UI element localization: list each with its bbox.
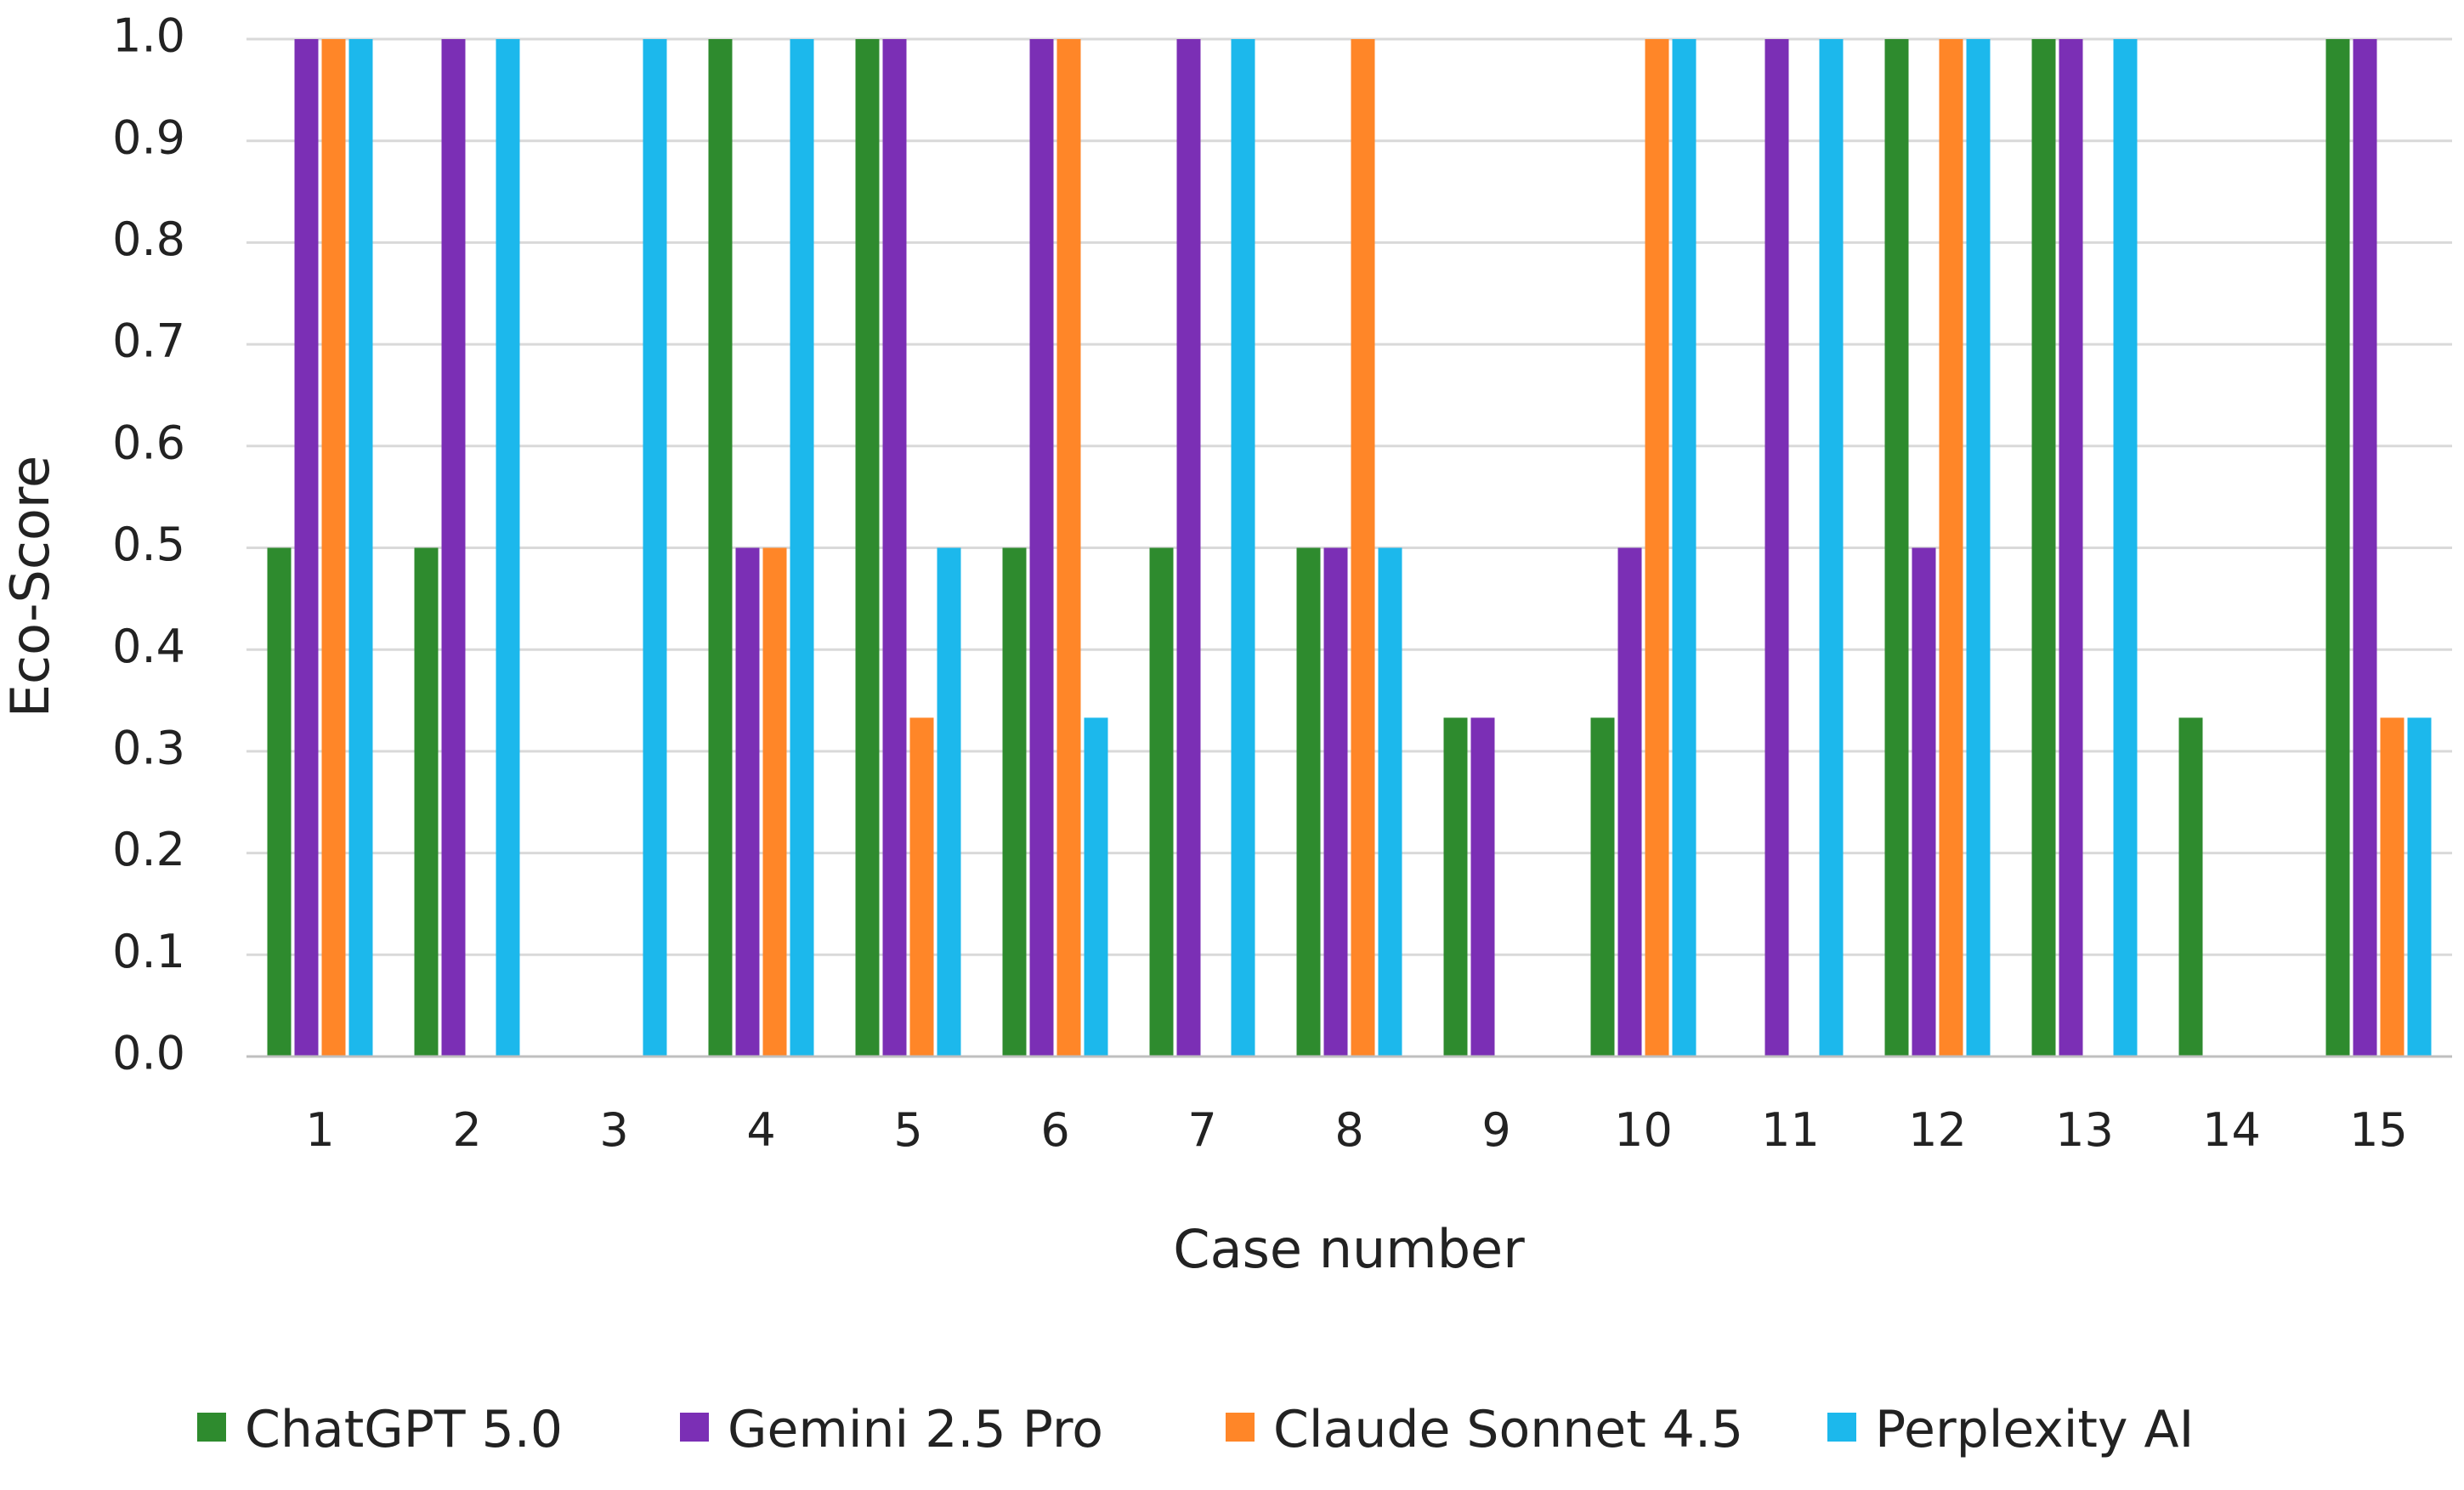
bar-perplexity-ai-case-15 <box>2407 717 2432 1057</box>
x-tick-label: 10 <box>1614 1103 1673 1157</box>
y-tick-label: 0.2 <box>112 823 185 876</box>
bar-claude-sonnet-4-5-case-10 <box>1645 39 1669 1057</box>
x-tick-label: 15 <box>2349 1103 2408 1157</box>
bar-gemini-2-5-pro-case-1 <box>294 39 319 1057</box>
bar-claude-sonnet-4-5-case-8 <box>1351 39 1375 1057</box>
x-tick-label: 6 <box>1040 1103 1069 1157</box>
x-tick-label: 9 <box>1481 1103 1510 1157</box>
bar-perplexity-ai-case-1 <box>348 39 373 1057</box>
bar-claude-sonnet-4-5-case-5 <box>909 717 934 1057</box>
bar-claude-sonnet-4-5-case-6 <box>1056 39 1081 1057</box>
legend: ChatGPT 5.0 Gemini 2.5 Pro Claude Sonnet 4… <box>197 1400 2194 1459</box>
y-tick-label: 0.6 <box>112 416 185 469</box>
y-tick-label: 1.0 <box>112 9 185 63</box>
bar-claude-sonnet-4-5-case-4 <box>762 547 787 1057</box>
y-tick-label: 0.3 <box>112 722 185 775</box>
bar-gemini-2-5-pro-case-13 <box>2059 39 2083 1057</box>
x-tick-label: 3 <box>599 1103 628 1157</box>
bar-chatgpt-5-0-case-8 <box>1296 547 1321 1057</box>
bar-gemini-2-5-pro-case-10 <box>1617 547 1642 1057</box>
x-tick-label: 13 <box>2055 1103 2114 1157</box>
bar-chatgpt-5-0-case-15 <box>2325 39 2350 1057</box>
bar-chatgpt-5-0-case-14 <box>2178 717 2203 1057</box>
x-tick-label: 5 <box>893 1103 922 1157</box>
bar-chatgpt-5-0-case-4 <box>708 39 733 1057</box>
y-axis-title: Eco-Score <box>0 456 61 717</box>
legend-label: Perplexity AI <box>1875 1400 2194 1459</box>
bar-perplexity-ai-case-11 <box>1819 39 1844 1057</box>
x-tick-label: 1 <box>305 1103 334 1157</box>
y-tick-label: 0.0 <box>112 1027 185 1080</box>
x-tick-label: 8 <box>1334 1103 1363 1157</box>
bar-perplexity-ai-case-7 <box>1231 39 1255 1057</box>
x-tick-label: 11 <box>1761 1103 1820 1157</box>
bar-gemini-2-5-pro-case-6 <box>1029 39 1054 1057</box>
x-axis-title: Case number <box>1173 1218 1525 1280</box>
bar-perplexity-ai-case-8 <box>1378 547 1402 1057</box>
bar-gemini-2-5-pro-case-11 <box>1764 39 1789 1057</box>
bar-perplexity-ai-case-10 <box>1672 39 1696 1057</box>
bar-chatgpt-5-0-case-7 <box>1149 547 1174 1057</box>
y-tick-label: 0.5 <box>112 518 185 571</box>
bar-perplexity-ai-case-13 <box>2113 39 2138 1057</box>
bar-chatgpt-5-0-case-9 <box>1443 717 1468 1057</box>
bar-chatgpt-5-0-case-6 <box>1002 547 1027 1057</box>
bar-chatgpt-5-0-case-1 <box>267 547 292 1057</box>
bar-gemini-2-5-pro-case-8 <box>1323 547 1348 1057</box>
legend-swatch <box>1827 1413 1856 1442</box>
bar-gemini-2-5-pro-case-2 <box>441 39 466 1057</box>
bar-perplexity-ai-case-3 <box>643 39 667 1057</box>
x-tick-label: 2 <box>452 1103 481 1157</box>
bar-gemini-2-5-pro-case-12 <box>1912 547 1936 1057</box>
bar-chatgpt-5-0-case-12 <box>1884 39 1909 1057</box>
bar-perplexity-ai-case-2 <box>496 39 520 1057</box>
gridlines <box>246 37 2452 956</box>
legend-swatch <box>1226 1413 1255 1442</box>
bar-claude-sonnet-4-5-case-15 <box>2380 717 2405 1057</box>
x-tick-label: 7 <box>1187 1103 1216 1157</box>
bar-claude-sonnet-4-5-case-12 <box>1939 39 1963 1057</box>
bar-perplexity-ai-case-12 <box>1966 39 1991 1057</box>
y-tick-labels: 0.0 0.1 0.2 0.3 0.4 0.5 0.6 0.7 0.8 0.9 1.0 <box>112 9 185 1080</box>
bar-chatgpt-5-0-case-10 <box>1590 717 1615 1057</box>
x-tick-label: 4 <box>746 1103 775 1157</box>
bar-claude-sonnet-4-5-case-1 <box>321 39 346 1057</box>
bar-perplexity-ai-case-4 <box>790 39 814 1057</box>
x-tick-labels: 1 2 3 4 5 6 7 8 9 10 11 12 13 14 15 <box>305 1103 2408 1157</box>
bar-chatgpt-5-0-case-2 <box>414 547 439 1057</box>
y-tick-label: 0.8 <box>112 212 185 266</box>
legend-label: Claude Sonnet 4.5 <box>1273 1400 1743 1459</box>
bar-gemini-2-5-pro-case-9 <box>1470 717 1495 1057</box>
bars <box>267 39 2432 1057</box>
y-tick-label: 0.7 <box>112 314 185 368</box>
bar-chatgpt-5-0-case-5 <box>855 39 880 1057</box>
bar-gemini-2-5-pro-case-4 <box>735 547 760 1057</box>
y-tick-label: 0.4 <box>112 620 185 673</box>
bar-perplexity-ai-case-5 <box>937 547 961 1057</box>
bar-gemini-2-5-pro-case-5 <box>882 39 907 1057</box>
bar-chatgpt-5-0-case-13 <box>2031 39 2056 1057</box>
y-tick-label: 0.1 <box>112 925 185 978</box>
y-tick-label: 0.9 <box>112 110 185 164</box>
bar-perplexity-ai-case-6 <box>1084 717 1108 1057</box>
legend-swatch <box>197 1413 226 1442</box>
bar-gemini-2-5-pro-case-15 <box>2353 39 2377 1057</box>
legend-label: ChatGPT 5.0 <box>245 1400 563 1459</box>
x-tick-label: 12 <box>1908 1103 1967 1157</box>
bar-gemini-2-5-pro-case-7 <box>1176 39 1201 1057</box>
x-tick-label: 14 <box>2202 1103 2261 1157</box>
legend-swatch <box>680 1413 709 1442</box>
legend-label: Gemini 2.5 Pro <box>728 1400 1103 1459</box>
